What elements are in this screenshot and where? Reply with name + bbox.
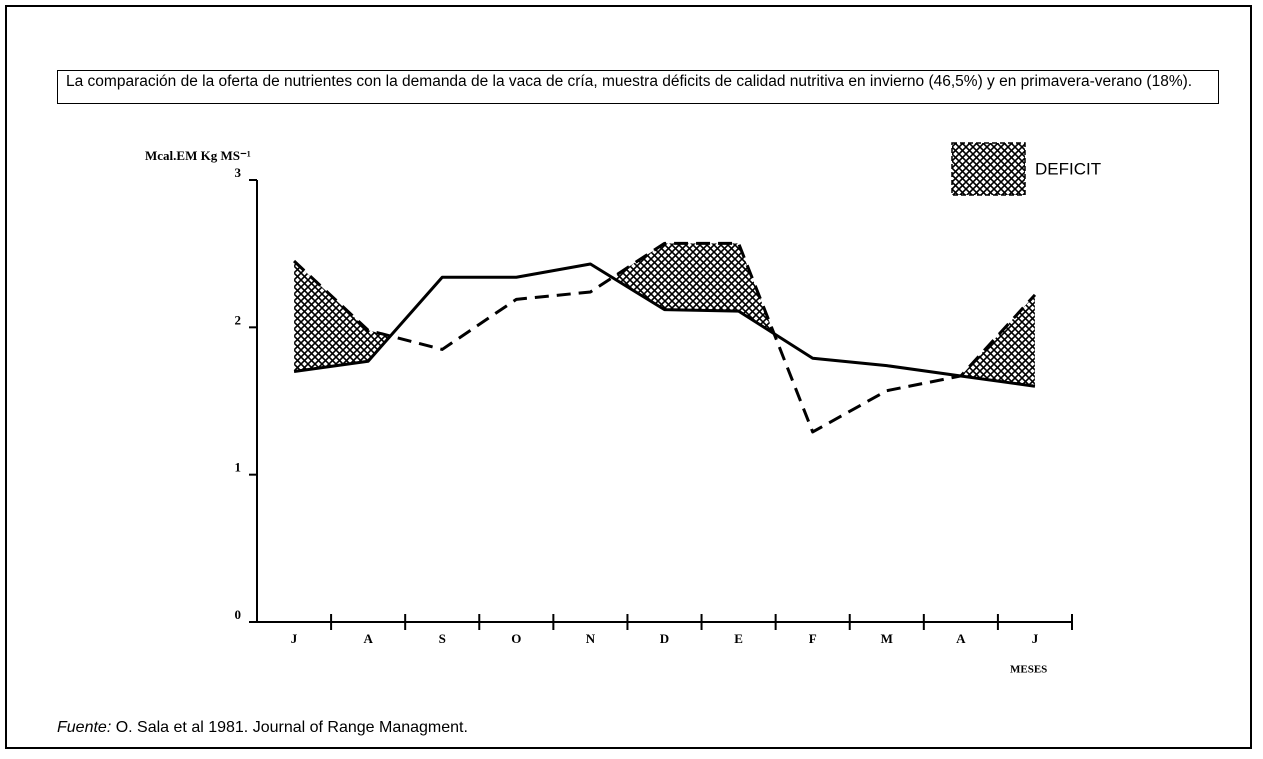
- y-tick-label: 2: [235, 312, 242, 327]
- deficit-area: [294, 243, 1035, 387]
- x-tick-label: S: [439, 631, 446, 646]
- y-axis-label: Mcal.EM Kg MS⁻¹: [145, 148, 251, 163]
- x-tick-label: D: [660, 631, 669, 646]
- chart-title: La comparación de la oferta de nutriente…: [57, 70, 1219, 104]
- x-axis-label: MESES: [1010, 664, 1047, 676]
- y-tick-label: 1: [235, 460, 242, 475]
- x-tick-label: J: [1032, 631, 1039, 646]
- y-tick-label: 3: [235, 165, 242, 180]
- legend-label: DEFICIT: [1035, 159, 1101, 178]
- x-tick-label: F: [809, 631, 817, 646]
- x-tick-label: A: [956, 631, 966, 646]
- x-tick-label: A: [363, 631, 373, 646]
- frame: [5, 5, 1252, 749]
- x-tick-label: M: [881, 631, 893, 646]
- data-line: [293, 262, 1036, 388]
- y-tick-label: 0: [235, 607, 242, 622]
- x-tick-label: N: [586, 631, 596, 646]
- data-line: [293, 241, 1037, 434]
- source: Fuente: O. Sala et al 1981. Journal of R…: [57, 719, 468, 737]
- x-tick-label: O: [511, 631, 521, 646]
- legend-swatch: [951, 142, 1026, 196]
- x-tick-label: E: [734, 631, 743, 646]
- source-text: O. Sala et al 1981. Journal of Range Man…: [115, 719, 468, 736]
- x-tick-label: J: [291, 631, 298, 646]
- source-label: Fuente:: [57, 719, 112, 736]
